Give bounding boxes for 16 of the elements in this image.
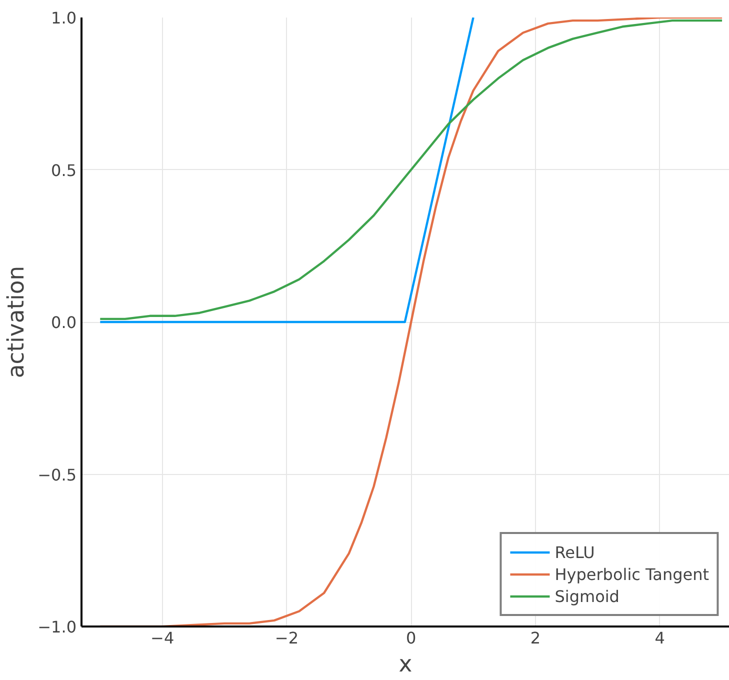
y-tick-label: 0.5 [51, 160, 77, 180]
x-tick-label: 0 [406, 628, 416, 648]
y-tick-label: −0.5 [38, 465, 77, 484]
y-tick-label: 0.0 [51, 313, 77, 332]
line-series [99, 19, 724, 320]
y-tick-label: −1.0 [38, 618, 77, 636]
y-axis-title: activation [4, 266, 30, 378]
legend-label: Hyperbolic Tangent [554, 564, 709, 584]
x-tick-label: −2 [274, 628, 299, 648]
legend-label: ReLU [554, 542, 595, 562]
x-tick-label: 2 [530, 628, 541, 648]
x-tick-label: 4 [654, 628, 665, 648]
x-tick-label: −4 [150, 628, 174, 648]
x-axis-title: x [398, 652, 412, 678]
y-tick-label: 1.0 [51, 8, 77, 28]
legend-label: Sigmoid [554, 586, 620, 606]
